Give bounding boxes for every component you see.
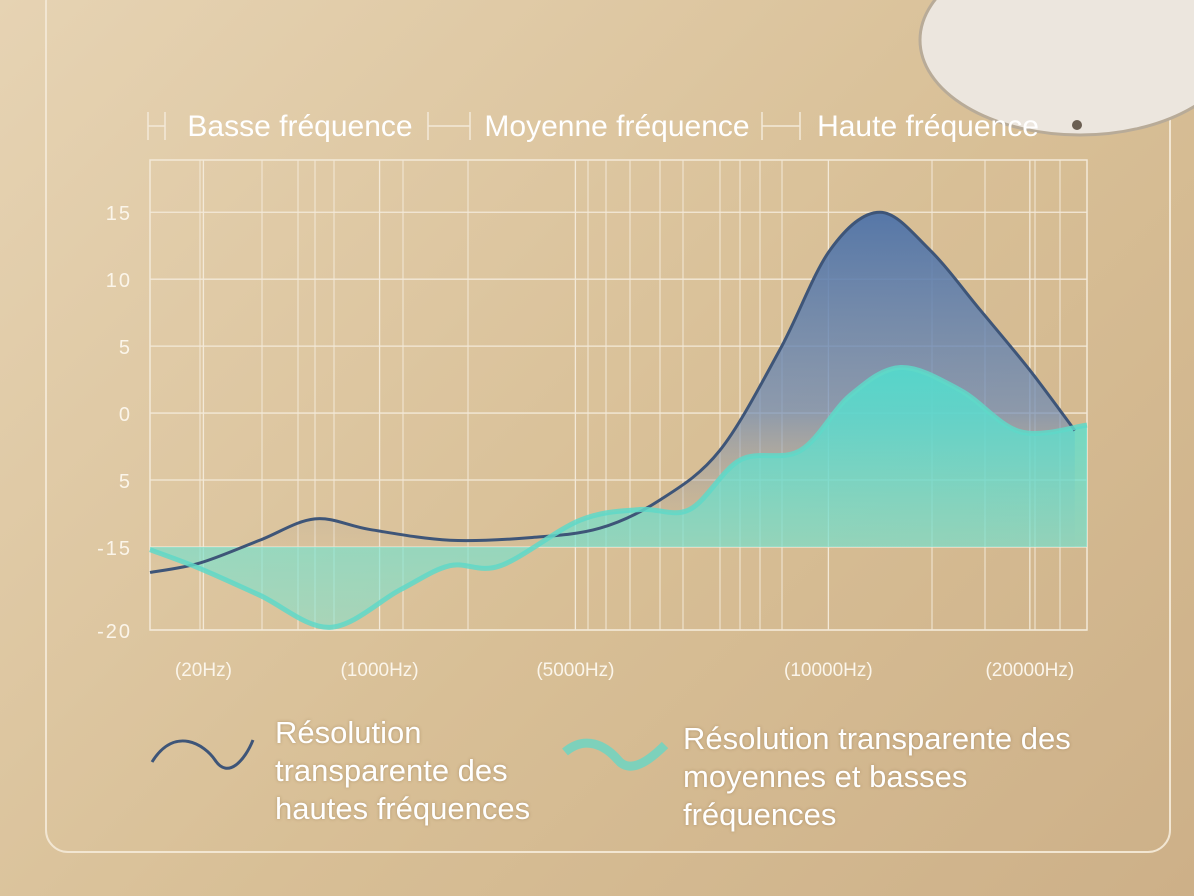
legend-label: Résolution transparente des moyennes et …	[683, 721, 1071, 832]
section-header: Moyenne fréquence	[484, 110, 749, 143]
earbud-hole	[1072, 120, 1082, 130]
section-header: Basse fréquence	[187, 110, 412, 143]
x-tick-label: (10000Hz)	[784, 660, 873, 681]
line	[149, 365, 1088, 630]
earbud	[918, 0, 1194, 137]
x-tick-label: (5000Hz)	[536, 660, 614, 681]
legend-label: Résolution transparente des hautes fréqu…	[275, 715, 531, 826]
y-tick-label: 10	[106, 270, 132, 292]
panel	[45, 0, 1171, 853]
legend-swatch	[562, 738, 669, 771]
line	[149, 210, 1077, 574]
area	[150, 367, 1087, 628]
y-tick-label: -20	[97, 621, 132, 643]
y-tick-label: 5	[119, 337, 132, 359]
y-tick-label: -15	[97, 538, 132, 560]
x-tick-label: (1000Hz)	[340, 660, 418, 681]
legend-swatch	[150, 739, 255, 770]
section-header: Haute fréquence	[817, 110, 1039, 143]
y-tick-label: 5	[119, 471, 132, 493]
x-tick-label: (20000Hz)	[985, 660, 1074, 681]
y-tick-label: 15	[106, 203, 132, 225]
x-tick-label: (20Hz)	[175, 660, 232, 681]
y-tick-label: 0	[119, 404, 132, 426]
